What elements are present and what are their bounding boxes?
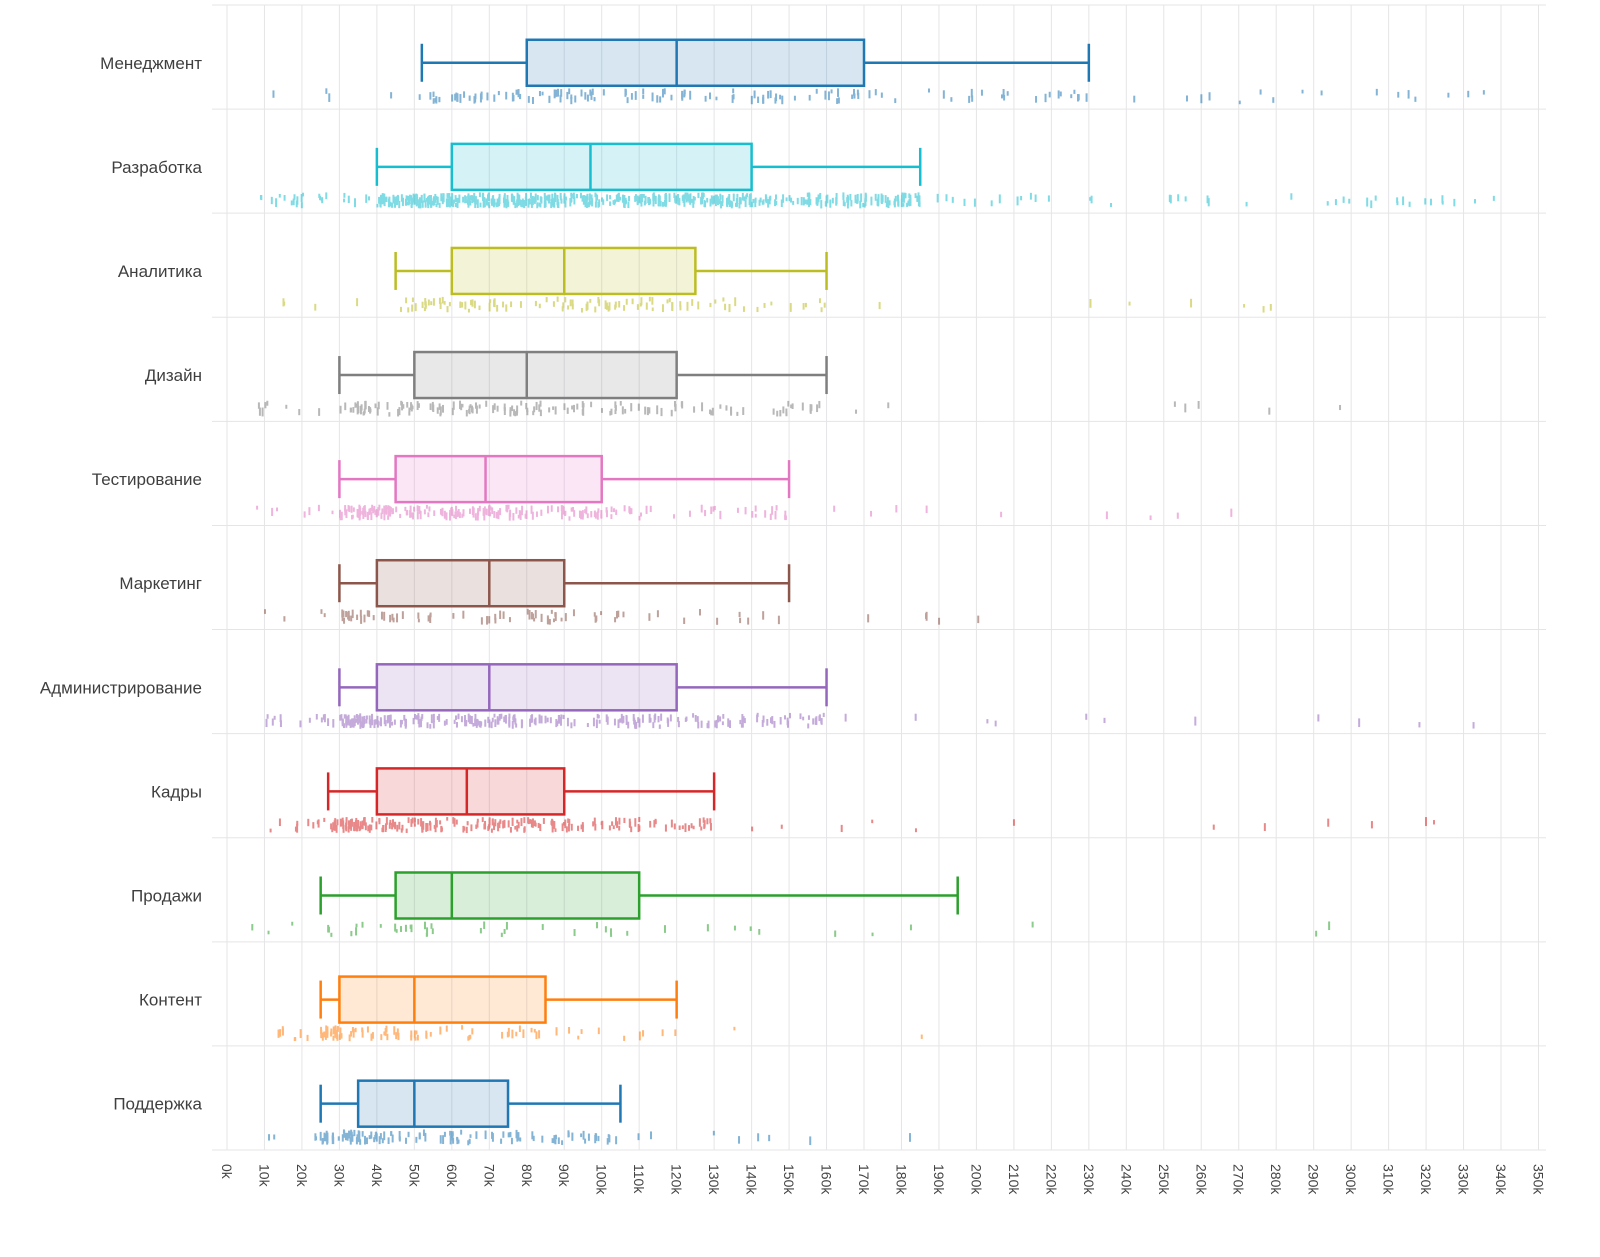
box-row-4[interactable] — [256, 454, 1233, 521]
category-label: Менеджмент — [100, 54, 202, 73]
sample-points — [265, 712, 1475, 729]
x-tick-label: 220k — [1043, 1164, 1059, 1195]
x-tick-label: 110k — [631, 1164, 647, 1194]
box-row-2[interactable] — [282, 246, 1272, 313]
box-row-0[interactable] — [272, 38, 1485, 105]
sample-points — [269, 816, 1435, 834]
sample-points — [272, 88, 1485, 105]
x-tick-label: 200k — [968, 1164, 984, 1195]
category-label: Дизайн — [145, 366, 202, 385]
x-tick-label: 90k — [556, 1164, 572, 1188]
x-tick-label: 330k — [1456, 1164, 1472, 1195]
x-tick-label: 20k — [294, 1164, 310, 1188]
category-label: Маркетинг — [119, 574, 202, 593]
sample-points — [251, 921, 1331, 937]
x-tick-label: 0k — [219, 1164, 235, 1180]
x-tick-label: 120k — [669, 1164, 685, 1195]
category-label: Продажи — [131, 886, 202, 905]
sample-points — [259, 192, 1495, 209]
category-label: Тестирование — [92, 470, 202, 489]
x-tick-label: 310k — [1381, 1164, 1397, 1195]
iqr-box[interactable] — [375, 663, 678, 712]
iqr-box[interactable] — [525, 38, 866, 88]
category-label: Аналитика — [118, 262, 203, 281]
x-tick-label: 140k — [744, 1164, 760, 1195]
x-tick-label: 250k — [1156, 1164, 1172, 1195]
sample-points — [263, 608, 980, 625]
iqr-box[interactable] — [413, 350, 678, 400]
box-row-9[interactable] — [277, 975, 923, 1042]
box-row-3[interactable] — [257, 350, 1342, 417]
x-tick-label: 280k — [1268, 1164, 1284, 1195]
iqr-box[interactable] — [356, 1079, 510, 1128]
x-tick-label: 40k — [369, 1164, 385, 1188]
box-row-1[interactable] — [259, 142, 1495, 209]
sample-points — [268, 1129, 911, 1146]
x-tick-label: 300k — [1343, 1164, 1359, 1195]
x-tick-label: 350k — [1531, 1164, 1547, 1195]
iqr-box[interactable] — [375, 767, 566, 816]
iqr-box[interactable] — [450, 142, 753, 192]
x-tick-label: 60k — [444, 1164, 460, 1188]
box-row-6[interactable] — [265, 663, 1475, 729]
x-tick-label: 180k — [893, 1164, 909, 1195]
x-tick-label: 130k — [706, 1164, 722, 1195]
box-row-7[interactable] — [269, 767, 1435, 834]
box-row-8[interactable] — [251, 871, 1331, 937]
x-tick-label: 170k — [856, 1164, 872, 1195]
category-label: Разработка — [111, 158, 202, 177]
iqr-box[interactable] — [338, 975, 547, 1024]
category-label: Поддержка — [113, 1095, 202, 1114]
category-label: Администрирование — [40, 678, 202, 697]
sample-points — [256, 504, 1233, 521]
box-row-10[interactable] — [268, 1079, 911, 1146]
x-tick-label: 100k — [594, 1164, 610, 1195]
iqr-box[interactable] — [394, 871, 641, 920]
x-tick-label: 240k — [1118, 1164, 1134, 1195]
x-tick-label: 260k — [1193, 1164, 1209, 1195]
x-tick-label: 190k — [931, 1164, 947, 1195]
x-tick-label: 270k — [1231, 1164, 1247, 1195]
sample-points — [257, 400, 1342, 417]
x-tick-label: 150k — [781, 1164, 797, 1195]
x-tick-label: 160k — [819, 1164, 835, 1195]
x-tick-label: 80k — [519, 1164, 535, 1188]
x-tick-label: 50k — [406, 1164, 422, 1188]
sample-points — [277, 1025, 923, 1042]
x-axis-ticks: 0k 10k 20k 30k 40k 50k 60k 70k 80k 90k 100k 110k 120… — [219, 1164, 1547, 1195]
box-row-5[interactable] — [263, 558, 980, 625]
x-tick-label: 70k — [481, 1164, 497, 1188]
iqr-box[interactable] — [450, 246, 697, 296]
category-label: Кадры — [151, 782, 202, 801]
x-tick-label: 230k — [1081, 1164, 1097, 1195]
category-label: Контент — [139, 991, 202, 1010]
iqr-box[interactable] — [394, 454, 603, 504]
x-tick-label: 10k — [256, 1164, 272, 1188]
x-tick-label: 210k — [1006, 1164, 1022, 1195]
iqr-box[interactable] — [375, 558, 566, 608]
x-tick-label: 340k — [1493, 1164, 1509, 1195]
x-tick-label: 290k — [1306, 1164, 1322, 1195]
sample-points — [282, 296, 1272, 313]
x-tick-label: 320k — [1418, 1164, 1434, 1195]
x-tick-label: 30k — [331, 1164, 347, 1188]
